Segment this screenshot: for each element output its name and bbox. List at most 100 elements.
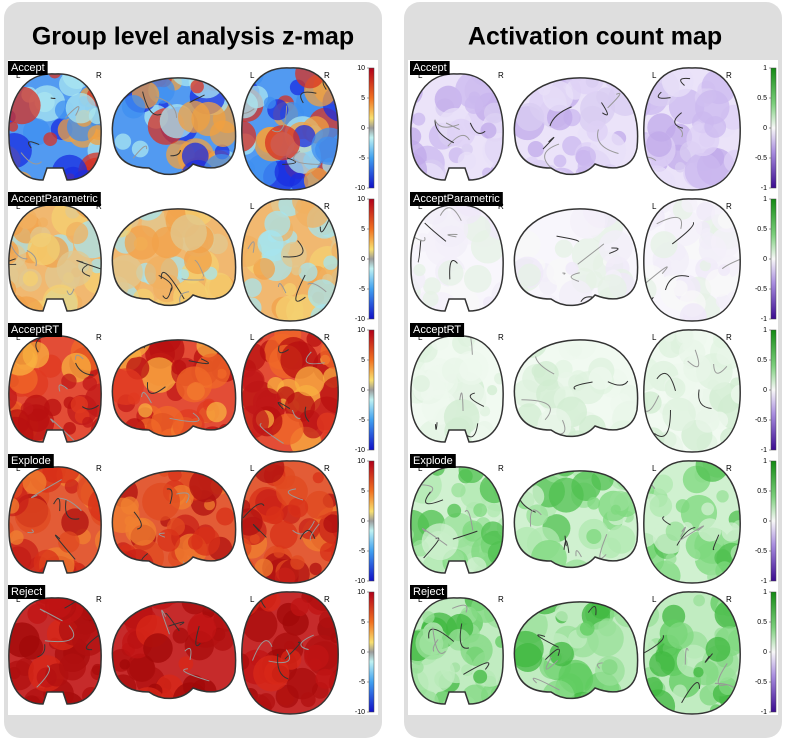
blob [312, 472, 324, 484]
blob [71, 622, 102, 656]
blob [37, 217, 49, 228]
sulcus [158, 274, 173, 292]
sulcus [717, 663, 728, 686]
sulcus [674, 112, 684, 129]
blob [176, 366, 213, 403]
colorbar-tick-label: -1 [761, 447, 767, 454]
sulcus [307, 282, 327, 293]
blob [600, 537, 622, 559]
blob [649, 651, 675, 677]
colorbar-tick-label: 0 [763, 387, 767, 394]
blob [216, 507, 235, 526]
blob [121, 95, 146, 119]
hemisphere-label: R [498, 202, 504, 211]
colorbar-tick-label: 0 [763, 256, 767, 263]
blob [206, 401, 227, 423]
colorbar [770, 198, 777, 320]
blob [82, 376, 98, 391]
blob [27, 232, 60, 266]
colorbar [368, 329, 375, 451]
blob [526, 504, 549, 527]
blob [242, 607, 278, 643]
brain-outline [111, 208, 237, 307]
blob [294, 366, 325, 397]
colorbar-tick-label: -1 [761, 185, 767, 192]
blob [486, 384, 498, 396]
blob [718, 264, 731, 277]
sulcus [680, 526, 686, 537]
colorbar-tick-label: -0.5 [755, 286, 767, 293]
blob [157, 528, 181, 552]
colorbar-tick-label: 0.5 [757, 357, 767, 364]
hemisphere-label: L [652, 202, 657, 211]
sulcus [304, 406, 310, 422]
blob [595, 656, 625, 686]
sulcus [459, 623, 470, 649]
sulcus [305, 351, 325, 365]
colorbar-tick-label: 5 [361, 357, 365, 364]
blob [242, 278, 262, 298]
blob [283, 282, 297, 297]
blob [183, 246, 212, 275]
blob [275, 684, 299, 708]
blob [8, 121, 19, 132]
hemisphere-label: L [652, 464, 657, 473]
row-label-background [8, 192, 101, 206]
sulcus [529, 509, 542, 527]
blob [662, 275, 677, 290]
hemisphere-label: R [324, 333, 330, 342]
row-label-background [410, 454, 456, 468]
hemisphere-label: R [96, 71, 102, 80]
sulcus [721, 256, 741, 270]
blob [18, 635, 44, 660]
sulcus [75, 362, 94, 376]
sulcus [421, 528, 448, 546]
hemisphere-label: R [96, 464, 102, 473]
brain-outline [513, 77, 639, 176]
sulcus [299, 529, 316, 540]
blob [43, 398, 62, 417]
sulcus [601, 102, 608, 116]
sulcus [425, 491, 444, 505]
blob [598, 618, 617, 637]
sulcus [681, 682, 700, 704]
blob [275, 295, 304, 321]
sulcus [449, 260, 458, 280]
blob [527, 141, 544, 158]
blob [423, 277, 441, 296]
sulcus [549, 106, 572, 127]
brain-outline [410, 597, 504, 705]
sulcus [241, 95, 255, 114]
sulcus [309, 523, 320, 541]
sulcus [713, 363, 728, 374]
sulcus [170, 150, 181, 157]
blob [649, 494, 673, 518]
blob [674, 162, 686, 173]
brain-outline [410, 466, 504, 574]
blob [298, 262, 318, 282]
blob [667, 622, 694, 649]
blob [473, 503, 488, 517]
blob [662, 397, 696, 431]
blob [460, 633, 493, 666]
sulcus [643, 467, 656, 489]
blob [138, 403, 153, 418]
blob [480, 122, 497, 139]
blob [241, 120, 257, 153]
blob [8, 133, 32, 169]
blob [264, 210, 291, 237]
sulcus [587, 606, 597, 616]
blob [58, 531, 80, 553]
blob [191, 101, 226, 137]
brain-outline [410, 335, 504, 443]
hemisphere-label: L [250, 464, 255, 473]
hemisphere-label: L [16, 464, 21, 473]
brain-outline [111, 470, 237, 569]
blob [315, 668, 336, 689]
blob [569, 208, 606, 239]
blob [665, 553, 677, 565]
blob [9, 530, 24, 545]
blob [647, 113, 676, 142]
sulcus [50, 97, 56, 99]
colorbar-tick-label: 5 [361, 619, 365, 626]
